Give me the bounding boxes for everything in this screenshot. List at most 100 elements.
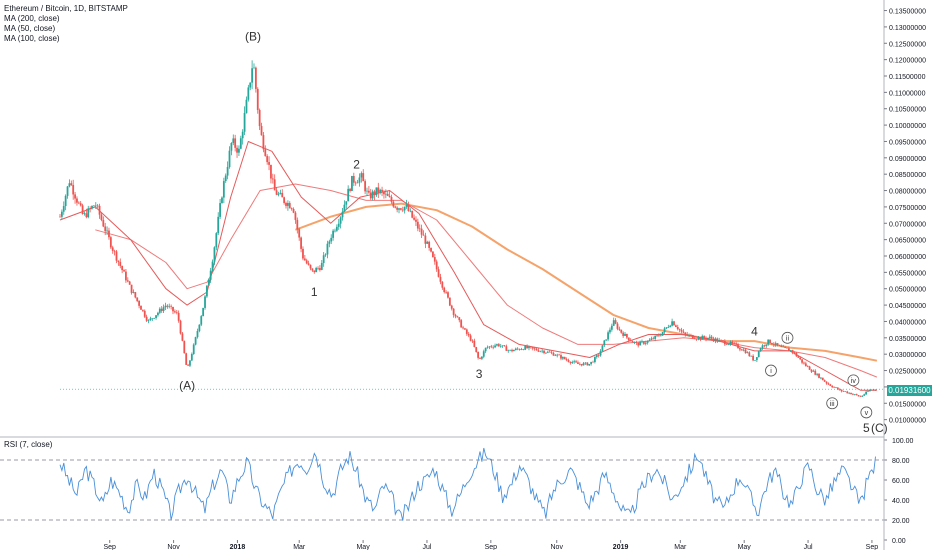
wave-label: i xyxy=(770,368,772,375)
y-tick-label: 0.09000000 xyxy=(889,156,926,163)
candle-body xyxy=(172,306,174,312)
candle-body xyxy=(85,213,88,218)
candle-body xyxy=(558,354,561,356)
candle-body xyxy=(610,325,613,330)
candle-body xyxy=(202,307,205,317)
candle-body xyxy=(533,348,536,350)
candle-body xyxy=(684,332,687,335)
candle-body xyxy=(541,350,544,352)
candle-body xyxy=(358,177,361,183)
candle-body xyxy=(742,349,745,351)
candle-body xyxy=(673,321,675,326)
candle-body xyxy=(535,348,538,351)
candle-body xyxy=(377,187,380,193)
candle-body xyxy=(102,219,105,227)
candle-body xyxy=(729,341,732,345)
candle-body xyxy=(433,257,436,262)
candle-body xyxy=(386,193,389,196)
candle-body xyxy=(571,362,574,363)
candle-body xyxy=(268,162,270,165)
x-tick-label: Jul xyxy=(804,544,813,550)
candle-body xyxy=(718,340,721,342)
candle-body xyxy=(138,301,141,306)
candle-body xyxy=(428,241,431,248)
wave-circle xyxy=(765,364,777,377)
candle-body xyxy=(699,337,702,340)
candle-body xyxy=(334,230,336,232)
candle-body xyxy=(575,361,577,363)
candle-body xyxy=(369,192,372,199)
candle-body xyxy=(213,247,216,262)
candle-body xyxy=(367,190,370,193)
candle-body xyxy=(627,337,630,341)
candle-body xyxy=(695,338,698,340)
candle-body xyxy=(364,181,367,192)
wave-label: (A) xyxy=(179,378,195,392)
candle-body xyxy=(682,331,685,333)
candle-body xyxy=(629,340,632,342)
candle-body xyxy=(496,344,498,346)
candle-body xyxy=(848,392,851,394)
candle-body xyxy=(857,395,860,397)
candle-body xyxy=(818,373,820,378)
candle-body xyxy=(584,362,587,364)
candle-body xyxy=(322,255,325,264)
candle-body xyxy=(586,362,589,366)
x-tick-label: May xyxy=(356,544,370,550)
candle-body xyxy=(286,203,289,206)
candle-body xyxy=(599,351,602,356)
candle-body xyxy=(388,195,391,198)
candle-body xyxy=(531,347,534,349)
indicator-legend[interactable]: Ethereum / Bitcoin, 1D, BITSTAMP MA (200… xyxy=(4,4,128,44)
candle-body xyxy=(669,325,672,328)
candle-body xyxy=(117,260,120,262)
candle-body xyxy=(580,364,583,366)
candle-body xyxy=(464,328,466,330)
candle-body xyxy=(422,234,425,236)
wave-label: 3 xyxy=(476,367,483,381)
candle-body xyxy=(234,138,237,148)
candle-body xyxy=(349,188,351,191)
candle-body xyxy=(262,135,265,150)
candle-body xyxy=(499,346,502,347)
candle-body xyxy=(454,314,457,317)
candle-body xyxy=(253,67,255,69)
candle-body xyxy=(624,333,626,336)
candle-body xyxy=(494,345,496,348)
candle-body xyxy=(222,181,225,198)
candle-body xyxy=(516,348,519,350)
candle-body xyxy=(352,175,355,183)
candle-body xyxy=(339,217,342,224)
ma-200-line xyxy=(295,202,878,362)
candle-body xyxy=(569,361,572,363)
candle-body xyxy=(145,316,148,321)
candle-body xyxy=(795,352,798,357)
candle-body xyxy=(836,387,839,390)
candle-body xyxy=(573,361,576,363)
candle-body xyxy=(445,292,448,293)
candle-body xyxy=(448,297,451,306)
candle-body xyxy=(407,204,410,211)
candle-body xyxy=(194,337,197,345)
candle-body xyxy=(605,339,608,341)
candle-body xyxy=(592,361,594,363)
candle-body xyxy=(799,357,802,360)
ma-100-line xyxy=(95,183,878,378)
candle-body xyxy=(437,269,440,277)
candle-body xyxy=(241,131,244,139)
candle-body xyxy=(475,346,478,352)
wave-circle xyxy=(847,374,860,387)
ma-50-line xyxy=(59,141,877,391)
candle-body xyxy=(343,204,346,212)
candle-body xyxy=(850,392,852,395)
candle-body xyxy=(443,287,446,293)
candle-body xyxy=(701,336,704,340)
candle-body xyxy=(804,363,807,366)
candle-body xyxy=(432,251,434,258)
wave-label: iii xyxy=(830,401,835,408)
candle-body xyxy=(767,339,770,345)
candle-body xyxy=(520,349,523,350)
candle-body xyxy=(390,197,393,202)
y-tick-label: 0.01000000 xyxy=(889,418,926,425)
rsi-tick-label: 60.00 xyxy=(892,478,910,485)
